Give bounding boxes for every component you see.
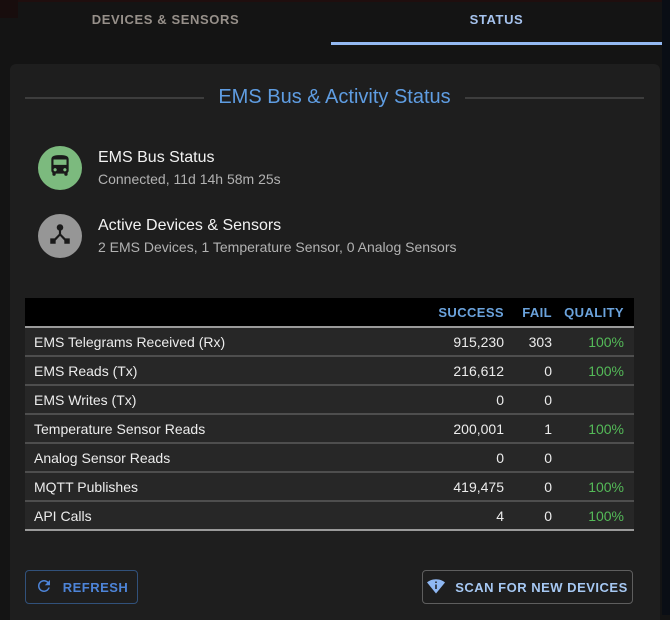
row-fail: 0 <box>544 449 552 466</box>
table-row: API Calls 4 0 100% <box>25 500 634 529</box>
active-tab-underline <box>331 42 662 45</box>
ems-bus-status-text: EMS Bus Status Connected, 11d 14h 58m 25… <box>98 149 281 187</box>
row-fail: 0 <box>544 391 552 408</box>
row-fail: 0 <box>544 362 552 379</box>
ems-bus-status-subtitle: Connected, 11d 14h 58m 25s <box>98 171 281 187</box>
table-bottom-border <box>25 529 634 531</box>
ems-bus-status-title: EMS Bus Status <box>98 149 215 166</box>
row-label: API Calls <box>34 507 92 524</box>
row-label: EMS Writes (Tx) <box>34 391 137 408</box>
title-divider-left <box>25 96 205 99</box>
table-row: EMS Writes (Tx) 0 0 <box>25 384 634 413</box>
refresh-button-label: REFRESH <box>62 579 129 595</box>
scan-button-label: SCAN FOR NEW DEVICES <box>455 579 628 595</box>
row-fail: 1 <box>544 420 552 437</box>
row-quality: 100% <box>588 420 624 437</box>
row-success: 915,230 <box>453 333 504 350</box>
panel-title-row: EMS Bus & Activity Status <box>25 86 644 109</box>
table-row: Temperature Sensor Reads 200,001 1 100% <box>25 413 634 442</box>
active-devices-item: Active Devices & Sensors 2 EMS Devices, … <box>38 214 457 258</box>
row-label: MQTT Publishes <box>34 478 138 495</box>
header-quality: QUALITY <box>564 304 624 320</box>
refresh-icon <box>35 577 53 598</box>
row-success: 4 <box>496 507 504 524</box>
header-success: SUCCESS <box>438 304 504 320</box>
row-label: EMS Reads (Tx) <box>34 362 138 379</box>
row-success: 200,001 <box>453 420 504 437</box>
active-devices-title: Active Devices & Sensors <box>98 217 282 234</box>
table-header-row: SUCCESS FAIL QUALITY <box>25 298 634 326</box>
tab-status[interactable]: STATUS <box>331 0 662 45</box>
ems-bus-status-item: EMS Bus Status Connected, 11d 14h 58m 25… <box>38 146 281 190</box>
row-quality: 100% <box>588 478 624 495</box>
scan-for-new-devices-button[interactable]: SCAN FOR NEW DEVICES <box>422 570 633 604</box>
row-quality: 100% <box>588 333 624 350</box>
row-label: EMS Telegrams Received (Rx) <box>34 333 226 350</box>
row-label: Temperature Sensor Reads <box>34 420 206 437</box>
active-devices-subtitle: 2 EMS Devices, 1 Temperature Sensor, 0 A… <box>98 239 457 255</box>
row-success: 0 <box>496 449 504 466</box>
table-row: Analog Sensor Reads 0 0 <box>25 442 634 471</box>
refresh-button[interactable]: REFRESH <box>25 570 138 604</box>
table-row: EMS Reads (Tx) 216,612 0 100% <box>25 355 634 384</box>
title-divider-right <box>464 96 644 99</box>
row-fail: 0 <box>544 507 552 524</box>
window-top-edge <box>0 0 670 2</box>
status-panel: EMS Bus & Activity Status EMS Bus Status… <box>10 64 660 620</box>
row-quality: 100% <box>588 362 624 379</box>
activity-stats-table: SUCCESS FAIL QUALITY EMS Telegrams Recei… <box>25 298 634 531</box>
active-devices-text: Active Devices & Sensors 2 EMS Devices, … <box>98 217 457 255</box>
row-label: Analog Sensor Reads <box>34 449 171 466</box>
row-success: 419,475 <box>453 478 504 495</box>
row-success: 216,612 <box>453 362 504 379</box>
devices-avatar <box>38 214 82 258</box>
scan-wifi-icon <box>427 577 446 598</box>
bus-avatar <box>38 146 82 190</box>
row-fail: 0 <box>544 478 552 495</box>
page-title: EMS Bus & Activity Status <box>218 86 451 108</box>
table-row: EMS Telegrams Received (Rx) 915,230 303 … <box>25 326 634 355</box>
device-hub-icon <box>47 221 73 252</box>
window-right-edge <box>662 0 670 615</box>
row-success: 0 <box>496 391 504 408</box>
tab-devices-sensors[interactable]: DEVICES & SENSORS <box>0 0 331 45</box>
bus-icon <box>47 153 73 184</box>
row-quality: 100% <box>588 507 624 524</box>
tab-devices-sensors-label: DEVICES & SENSORS <box>91 12 240 27</box>
corner-shadow <box>0 0 18 18</box>
row-fail: 303 <box>528 333 552 350</box>
tab-status-label: STATUS <box>469 12 524 27</box>
header-fail: FAIL <box>522 304 552 320</box>
table-row: MQTT Publishes 419,475 0 100% <box>25 471 634 500</box>
tab-bar: DEVICES & SENSORS STATUS <box>0 0 662 45</box>
